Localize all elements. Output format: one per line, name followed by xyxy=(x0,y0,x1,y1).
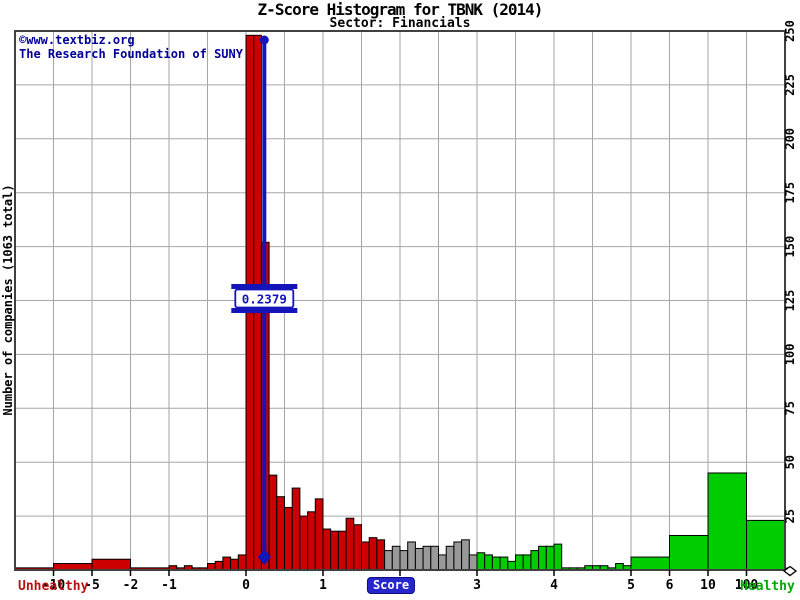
x-tick-label: 10 xyxy=(700,578,716,593)
histogram-bar xyxy=(376,539,386,571)
x-tick-label: -2 xyxy=(123,578,139,593)
x-tick-label: -5 xyxy=(84,578,100,593)
chart-title: Z-Score Histogram for TBNK (2014) xyxy=(257,0,544,19)
y-tick-label: 50 xyxy=(783,455,797,469)
histogram-bar xyxy=(337,530,347,571)
watermark: ©www.textbiz.org The Research Foundation… xyxy=(19,33,243,61)
histogram-bar xyxy=(237,554,247,571)
histogram-bar xyxy=(507,560,516,571)
histogram-bar xyxy=(453,541,463,571)
histogram-bar xyxy=(553,543,563,571)
marker-crossbar-top xyxy=(231,284,298,289)
x-tick-label: 3 xyxy=(473,578,481,593)
y-tick-label: 125 xyxy=(783,290,797,312)
histogram-bar xyxy=(669,535,709,571)
y-axis-title: Number of companies (1063 total) xyxy=(1,184,15,416)
marker-crossbar-bottom xyxy=(231,308,298,313)
y-tick-label: 150 xyxy=(783,236,797,258)
histogram-bar xyxy=(345,517,355,571)
histogram-bar xyxy=(746,519,786,571)
y-tick-label: 75 xyxy=(783,401,797,415)
histogram-bar xyxy=(491,556,501,571)
histogram-bar xyxy=(515,554,524,571)
histogram-bar xyxy=(214,560,224,571)
histogram-bar xyxy=(522,554,532,571)
histogram-bar xyxy=(368,537,378,571)
histogram-bar xyxy=(445,545,455,571)
histogram-bar xyxy=(91,558,131,571)
histogram-bar xyxy=(422,545,432,571)
x-tick-label: 6 xyxy=(666,578,674,593)
y-tick-label: 250 xyxy=(783,20,797,42)
histogram-bar xyxy=(353,524,362,571)
histogram-bar xyxy=(461,539,470,571)
healthy-label: Healthy xyxy=(740,579,795,594)
histogram-bar xyxy=(291,487,301,571)
marker-label-box xyxy=(234,288,295,309)
histogram-bar xyxy=(484,554,493,571)
histogram-bar xyxy=(530,550,540,571)
axis-end-diamond-icon xyxy=(782,565,798,577)
unhealthy-label: Unhealthy xyxy=(18,579,89,594)
histogram-bar xyxy=(322,528,332,571)
histogram-bar xyxy=(499,556,509,571)
marker-top-cap-icon xyxy=(259,35,269,45)
chart-subtitle: Sector: Financials xyxy=(329,16,471,31)
x-axis-title-badge: Score xyxy=(366,577,416,594)
y-tick-label: 175 xyxy=(783,182,797,204)
histogram-bar xyxy=(438,554,447,571)
x-tick-label: -10 xyxy=(42,578,66,593)
histogram-bar xyxy=(430,545,439,571)
histogram-bar xyxy=(391,545,401,571)
marker-value-label: 0.2379 xyxy=(242,292,287,307)
histogram-bar xyxy=(330,530,339,571)
y-tick-label: 225 xyxy=(783,74,797,96)
histogram-bar xyxy=(468,554,478,571)
histogram-bar xyxy=(284,506,293,571)
x-tick-label: 100 xyxy=(735,578,759,593)
x-tick-label: -1 xyxy=(161,578,177,593)
histogram-bar xyxy=(707,472,747,571)
histogram-bar xyxy=(230,558,239,571)
histogram-bar xyxy=(268,474,278,571)
y-tick-label: 200 xyxy=(783,128,797,150)
y-tick-label: 25 xyxy=(783,509,797,523)
x-tick-label: 0 xyxy=(242,578,250,593)
x-tick-label: 1 xyxy=(319,578,327,593)
marker-bottom-diamond-icon xyxy=(257,549,271,565)
histogram-bar xyxy=(407,541,416,571)
histogram-bar xyxy=(314,498,324,571)
x-tick-label: 5 xyxy=(627,578,635,593)
watermark-org: The Research Foundation of SUNY xyxy=(19,47,243,61)
histogram-bar xyxy=(299,515,309,571)
watermark-url[interactable]: ©www.textbiz.org xyxy=(19,33,135,47)
histogram-bar xyxy=(361,541,370,571)
histogram-bar xyxy=(414,547,424,571)
histogram-bar xyxy=(276,496,285,571)
histogram-bar xyxy=(476,552,486,571)
x-tick-label: 4 xyxy=(550,578,558,593)
histogram-bar xyxy=(384,550,393,571)
histogram-bar xyxy=(545,545,555,571)
histogram-bar xyxy=(222,556,232,571)
histogram-bar xyxy=(538,545,547,571)
histogram-bar xyxy=(630,556,670,571)
histogram-bar xyxy=(307,511,316,571)
histogram-bar xyxy=(399,550,409,571)
y-tick-label: 100 xyxy=(783,344,797,366)
